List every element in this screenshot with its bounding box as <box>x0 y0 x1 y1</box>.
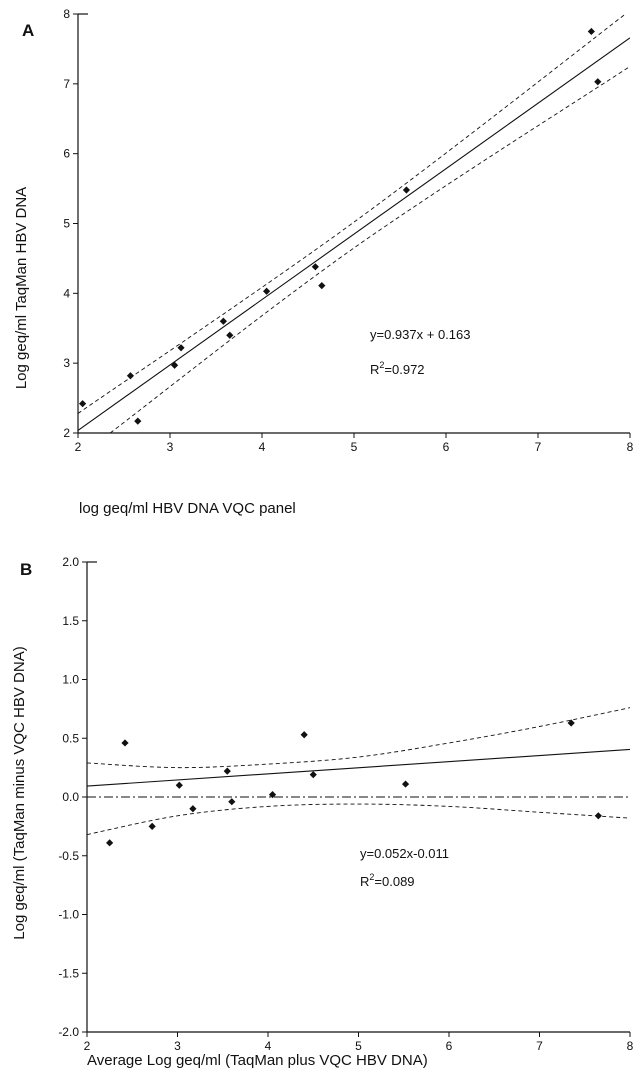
a-y-tick-label: 6 <box>63 147 70 161</box>
b-ci-lower-curve <box>87 803 630 836</box>
b-x-tick-label: 8 <box>627 1039 634 1053</box>
b-data-point <box>189 805 197 813</box>
a-y-tick-label: 3 <box>63 356 70 370</box>
a-ci-upper-curve <box>78 14 627 414</box>
b-x-tick-label: 2 <box>84 1039 91 1053</box>
a-x-tick-label: 2 <box>75 440 82 454</box>
b-x-tick-label: 3 <box>174 1039 181 1053</box>
b-y-tick-label: 0.5 <box>62 731 79 745</box>
b-data-point <box>228 798 236 806</box>
a-data-point <box>587 27 595 36</box>
a-x-tick-label: 4 <box>259 440 266 454</box>
a-ci-lower-curve <box>109 65 630 433</box>
a-regression-line <box>78 37 630 431</box>
b-data-point <box>148 822 156 830</box>
b-y-tick-label: -1.5 <box>58 966 79 980</box>
a-data-point <box>126 372 135 380</box>
a-data-point <box>219 317 227 325</box>
b-data-point <box>594 812 602 820</box>
panel-a-letter: A <box>22 21 34 40</box>
b-y-tick-label: -0.5 <box>58 849 79 863</box>
b-y-tick-label: 1.5 <box>62 614 79 628</box>
a-y-tick-label: 7 <box>63 77 70 91</box>
b-data-point <box>401 780 410 788</box>
a-y-tick-label: 4 <box>63 286 70 300</box>
a-x-tick-label: 3 <box>167 440 174 454</box>
b-plot-area <box>87 707 630 836</box>
a-data-point <box>171 361 179 369</box>
a-data-point <box>177 344 185 352</box>
b-data-point <box>106 839 114 847</box>
a-plot-area <box>78 14 630 433</box>
a-x-tick-label: 6 <box>443 440 450 454</box>
a-y-tick-label: 5 <box>63 217 70 231</box>
b-x-tick-label: 7 <box>536 1039 543 1053</box>
b-y-tick-label: -2.0 <box>58 1025 79 1039</box>
b-x-tick-label: 5 <box>355 1039 362 1053</box>
a-data-point <box>263 287 271 295</box>
panel-b-chart: B 2 3 4 5 6 7 8 -2.0 -1.5 -1.0 -0.5 0.0 0.5 1.0 1.5 2.0… <box>11 555 634 1069</box>
a-x-tick-label: 5 <box>351 440 358 454</box>
a-data-point <box>318 282 326 290</box>
a-y-tick-label: 8 <box>63 7 70 21</box>
b-y-tick-label: 0.0 <box>62 790 79 804</box>
panel-a-chart: A 2 3 4 5 6 7 8 2 3 4 5 6 7 8 log geq/ml HBV DNA VQC … <box>13 7 634 517</box>
b-x-tick-label: 4 <box>265 1039 272 1053</box>
panel-b-letter: B <box>20 560 32 579</box>
b-regression-line <box>87 748 630 787</box>
a-x-tick-label: 7 <box>535 440 542 454</box>
panel-a-equation: y=0.937x + 0.163 <box>370 327 470 342</box>
panel-b-equation: y=0.052x-0.011 <box>360 846 449 861</box>
panel-b-r-squared: R2=0.089 <box>360 872 415 889</box>
a-x-tick-label: 8 <box>627 440 634 454</box>
b-y-tick-label: 1.0 <box>62 673 79 687</box>
a-data-point <box>402 186 411 194</box>
panel-b-y-axis-title: Log geq/ml (TaqMan minus VQC HBV DNA) <box>11 646 28 939</box>
b-data-point <box>175 781 183 789</box>
b-data-point <box>268 791 277 799</box>
b-y-tick-label: 2.0 <box>62 555 79 569</box>
b-data-point <box>309 771 317 779</box>
b-x-tick-label: 6 <box>446 1039 453 1053</box>
b-y-tick-label: -1.0 <box>58 908 79 922</box>
panel-a-r-squared: R2=0.972 <box>370 360 425 377</box>
a-data-point <box>311 263 319 271</box>
a-data-point <box>594 78 602 86</box>
panel-a-y-axis-title: Log geq/ml TaqMan HBV DNA <box>13 187 30 389</box>
a-y-tick-label: 2 <box>63 426 70 440</box>
b-data-point <box>121 739 129 747</box>
panel-a-x-axis-title: log geq/ml HBV DNA VQC panel <box>79 500 296 517</box>
b-data-point <box>300 731 308 739</box>
panel-b-x-axis-title: Average Log geq/ml (TaqMan plus VQC HBV … <box>87 1052 428 1069</box>
a-data-point <box>79 400 87 408</box>
a-data-point <box>134 417 142 425</box>
b-data-point <box>567 719 575 727</box>
b-ci-upper-curve <box>87 707 630 769</box>
a-data-point <box>226 331 234 339</box>
b-data-point <box>223 767 231 775</box>
